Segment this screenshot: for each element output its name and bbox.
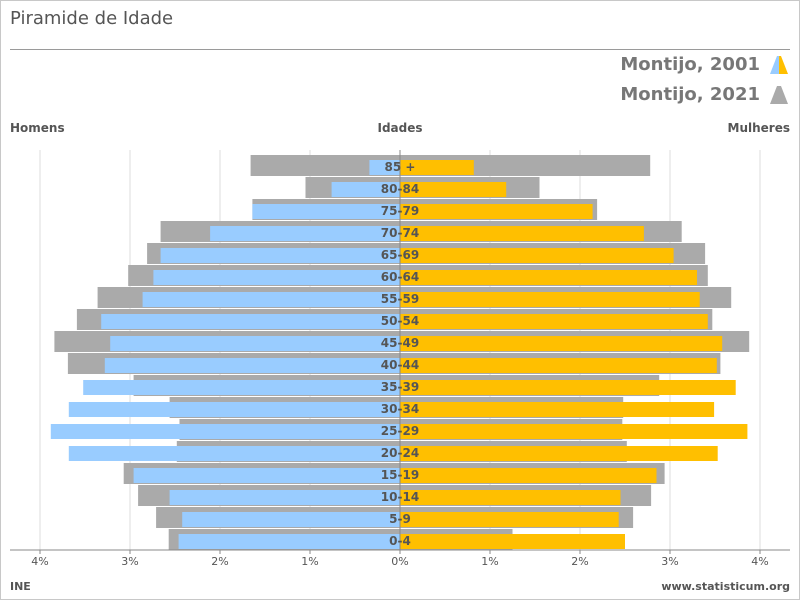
pyramid-2021-icon — [770, 85, 788, 104]
bar-2001-men — [252, 204, 400, 219]
bar-2001-women — [400, 490, 621, 505]
bar-2001-women — [400, 182, 507, 197]
pyramid-2001-icon — [770, 55, 788, 74]
legend-2001: Montijo, 2001 — [620, 54, 790, 75]
bar-2001-women — [400, 204, 593, 219]
site-label: www.statisticum.org — [661, 580, 790, 593]
women-heading: Mulheres — [727, 121, 790, 135]
x-tick-label: 3% — [121, 555, 138, 568]
x-tick-label: 4% — [751, 555, 768, 568]
title-divider — [10, 49, 790, 50]
bar-2021-men — [250, 155, 400, 176]
age-group-label: 35-39 — [381, 380, 419, 394]
age-group-label: 70-74 — [381, 226, 419, 240]
legend-2021: Montijo, 2021 — [620, 84, 790, 105]
bar-2001-men — [210, 226, 400, 241]
x-tick-label: 4% — [31, 555, 48, 568]
age-group-label: 50-54 — [381, 314, 419, 328]
bar-2001-women — [400, 336, 723, 351]
bar-2001-men — [182, 512, 400, 527]
x-tick-label: 1% — [301, 555, 318, 568]
men-heading: Homens — [10, 121, 65, 135]
bar-2001-men — [142, 292, 400, 307]
age-group-label: 5-9 — [389, 512, 411, 526]
bar-2001-men — [331, 182, 400, 197]
bar-2001-women — [400, 446, 718, 461]
bar-2001-men — [133, 468, 400, 483]
age-group-label: 80-84 — [381, 182, 419, 196]
ages-heading: Idades — [377, 121, 423, 135]
bar-2001-men — [110, 336, 400, 351]
bar-2001-women — [400, 358, 717, 373]
bar-2001-women — [400, 292, 700, 307]
bar-2001-women — [400, 468, 657, 483]
legend-2001-label: Montijo, 2001 — [620, 54, 760, 75]
bar-2001-men — [83, 380, 400, 395]
legend-2021-label: Montijo, 2021 — [620, 84, 760, 105]
bar-2001-women — [400, 160, 474, 175]
bar-2001-women — [400, 402, 715, 417]
bar-2001-women — [400, 314, 708, 329]
bar-2001-men — [178, 534, 400, 549]
age-group-label: 85 + — [385, 160, 416, 174]
age-group-label: 25-29 — [381, 424, 419, 438]
age-group-label: 0-4 — [389, 534, 411, 548]
age-group-label: 30-34 — [381, 402, 419, 416]
bar-2001-women — [400, 380, 736, 395]
bar-2001-men — [369, 160, 400, 175]
bar-2001-men — [160, 248, 400, 263]
bar-2001-women — [400, 534, 625, 549]
bar-2001-women — [400, 512, 619, 527]
age-group-label: 15-19 — [381, 468, 419, 482]
bar-2001-men — [101, 314, 400, 329]
x-tick-label: 3% — [661, 555, 678, 568]
x-tick-label: 1% — [481, 555, 498, 568]
age-group-label: 65-69 — [381, 248, 419, 262]
bar-2001-men — [169, 490, 400, 505]
age-group-label: 20-24 — [381, 446, 419, 460]
x-tick-label: 2% — [211, 555, 228, 568]
source-label: INE — [10, 580, 31, 593]
age-group-label: 40-44 — [381, 358, 419, 372]
page-title: Piramide de Idade — [10, 8, 174, 29]
bar-2001-men — [68, 402, 401, 417]
age-group-label: 10-14 — [381, 490, 419, 504]
bar-2001-women — [400, 248, 674, 263]
bar-2001-women — [400, 226, 644, 241]
age-group-label: 75-79 — [381, 204, 419, 218]
bar-2001-men — [50, 424, 401, 439]
bar-2001-women — [400, 424, 748, 439]
age-group-label: 55-59 — [381, 292, 419, 306]
age-group-label: 45-49 — [381, 336, 419, 350]
bar-2001-men — [68, 446, 401, 461]
bar-2001-women — [400, 270, 697, 285]
bar-2001-men — [104, 358, 401, 373]
x-tick-label: 0% — [391, 555, 408, 568]
bar-2001-men — [153, 270, 400, 285]
x-tick-label: 2% — [571, 555, 588, 568]
age-group-label: 60-64 — [381, 270, 419, 284]
